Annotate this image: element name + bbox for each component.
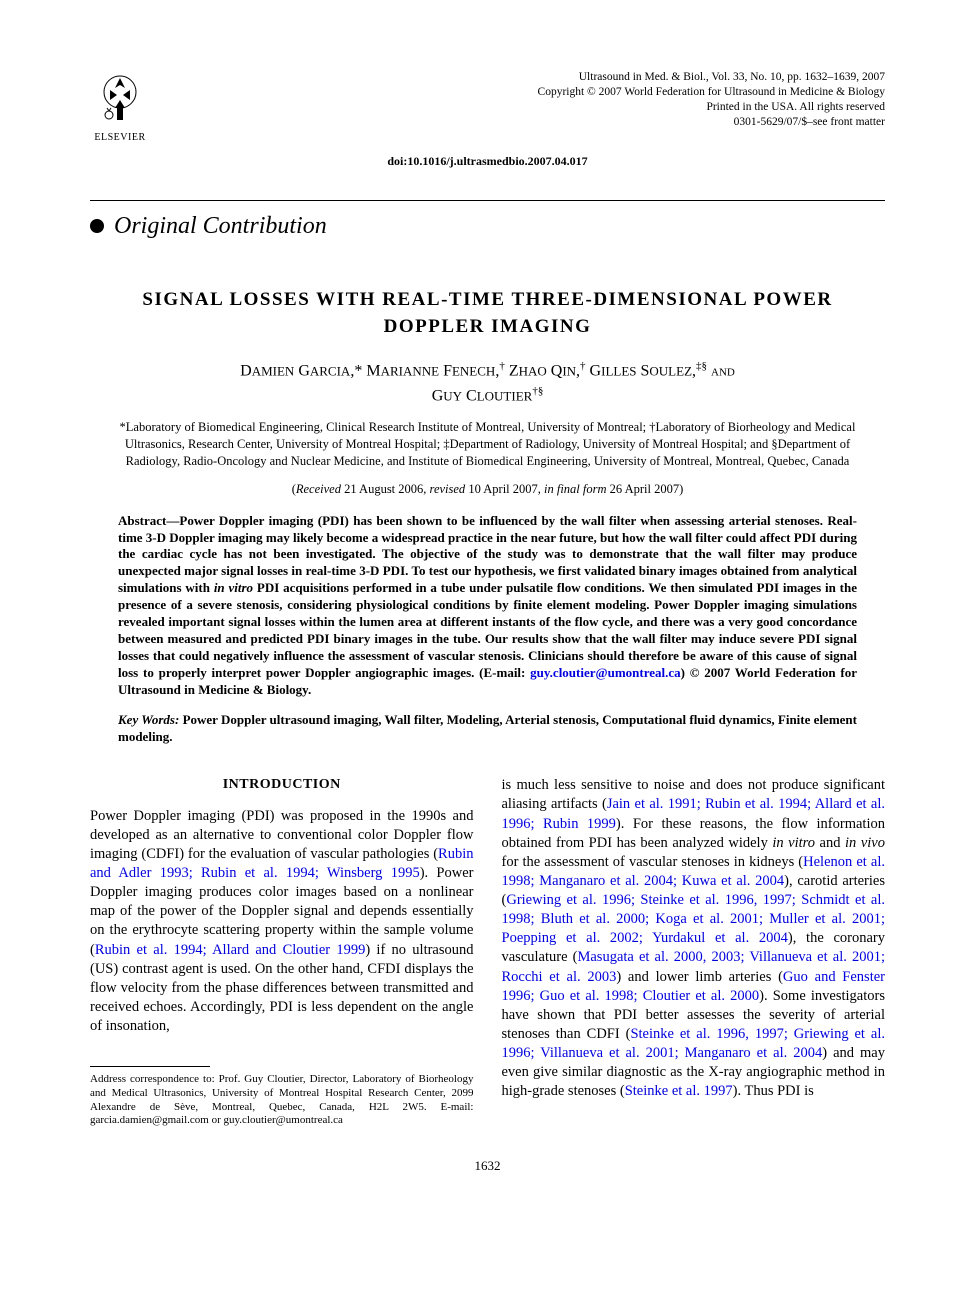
article-type: Original Contribution xyxy=(114,211,327,242)
authors-line-2: GUY CLOUTIER†§ xyxy=(90,383,885,408)
article-title: SIGNAL LOSSES WITH REAL-TIME THREE-DIMEN… xyxy=(120,287,855,340)
keywords: Key Words: Power Doppler ultrasound imag… xyxy=(118,712,857,746)
publisher-logo: ELSEVIER xyxy=(90,70,150,144)
citation-link[interactable]: Rubin et al. 1994; Allard and Cloutier 1… xyxy=(95,942,366,958)
body-paragraph: is much less sensitive to noise and does… xyxy=(502,776,886,1101)
correspondence-footnote: Address correspondence to: Prof. Guy Clo… xyxy=(90,1073,474,1128)
affiliations: *Laboratory of Biomedical Engineering, C… xyxy=(110,419,865,470)
corresponding-email[interactable]: guy.cloutier@umontreal.ca xyxy=(530,665,681,680)
divider xyxy=(90,200,885,201)
left-column: INTRODUCTION Power Doppler imaging (PDI)… xyxy=(90,776,474,1128)
bullet-icon xyxy=(90,219,104,233)
doi[interactable]: doi:10.1016/j.ultrasmedbio.2007.04.017 xyxy=(90,154,885,170)
citation-link[interactable]: Steinke et al. 1997 xyxy=(625,1083,733,1099)
section-heading-introduction: INTRODUCTION xyxy=(90,776,474,794)
section-marker: Original Contribution xyxy=(90,211,885,242)
abstract: Abstract—Power Doppler imaging (PDI) has… xyxy=(118,513,857,699)
journal-metadata: Ultrasound in Med. & Biol., Vol. 33, No.… xyxy=(538,70,885,130)
authors-block: DAMIEN GARCIA,* MARIANNE FENECH,† ZHAO Q… xyxy=(90,358,885,409)
body-columns: INTRODUCTION Power Doppler imaging (PDI)… xyxy=(90,776,885,1128)
page-number: 1632 xyxy=(90,1158,885,1175)
body-paragraph: Power Doppler imaging (PDI) was proposed… xyxy=(90,807,474,1037)
authors-line-1: DAMIEN GARCIA,* MARIANNE FENECH,† ZHAO Q… xyxy=(90,358,885,383)
manuscript-dates: (Received 21 August 2006, revised 10 Apr… xyxy=(90,481,885,497)
issn-line: 0301-5629/07/$–see front matter xyxy=(538,115,885,130)
publisher-name: ELSEVIER xyxy=(90,131,150,144)
page-header: ELSEVIER Ultrasound in Med. & Biol., Vol… xyxy=(90,70,885,144)
elsevier-tree-icon xyxy=(95,70,145,125)
footnote-separator xyxy=(90,1066,210,1067)
copyright-line: Copyright © 2007 World Federation for Ul… xyxy=(538,85,885,100)
right-column: is much less sensitive to noise and does… xyxy=(502,776,886,1128)
printed-line: Printed in the USA. All rights reserved xyxy=(538,100,885,115)
citation-line: Ultrasound in Med. & Biol., Vol. 33, No.… xyxy=(538,70,885,85)
